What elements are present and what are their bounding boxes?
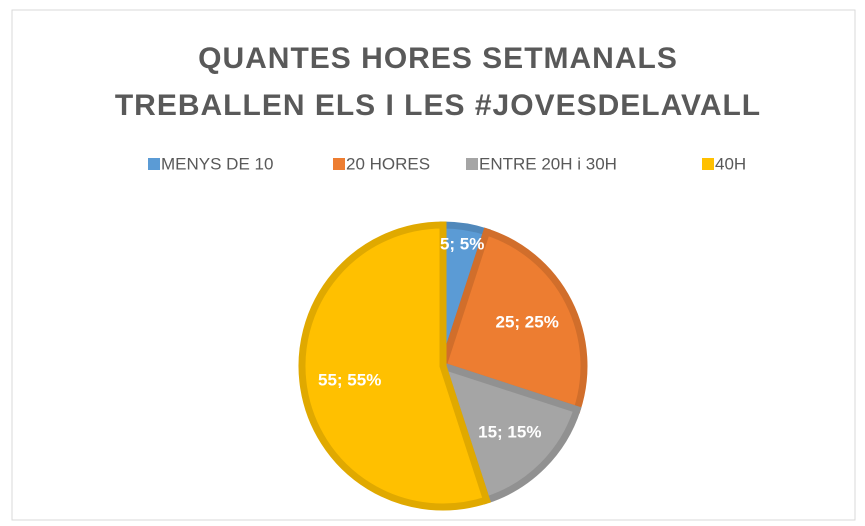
chart-title: TREBALLEN ELS I LES #JOVESDELAVALL: [115, 89, 761, 122]
legend-label: 40H: [715, 154, 746, 173]
legend-swatch: [148, 158, 160, 170]
data-label: 55; 55%: [318, 370, 381, 389]
chart-title: QUANTES HORES SETMANALS: [198, 42, 678, 75]
data-label: 5; 5%: [440, 234, 484, 253]
legend-swatch: [466, 158, 478, 170]
legend-label: MENYS DE 10: [161, 154, 273, 173]
legend-swatch: [333, 158, 345, 170]
legend-swatch: [702, 158, 714, 170]
pie-slice: [438, 227, 588, 414]
pie-slice: [298, 221, 491, 511]
legend-label: ENTRE 20H i 30H: [479, 154, 617, 173]
data-label: 15; 15%: [478, 422, 541, 441]
legend-label: 20 HORES: [346, 154, 430, 173]
data-label: 25; 25%: [496, 313, 559, 332]
